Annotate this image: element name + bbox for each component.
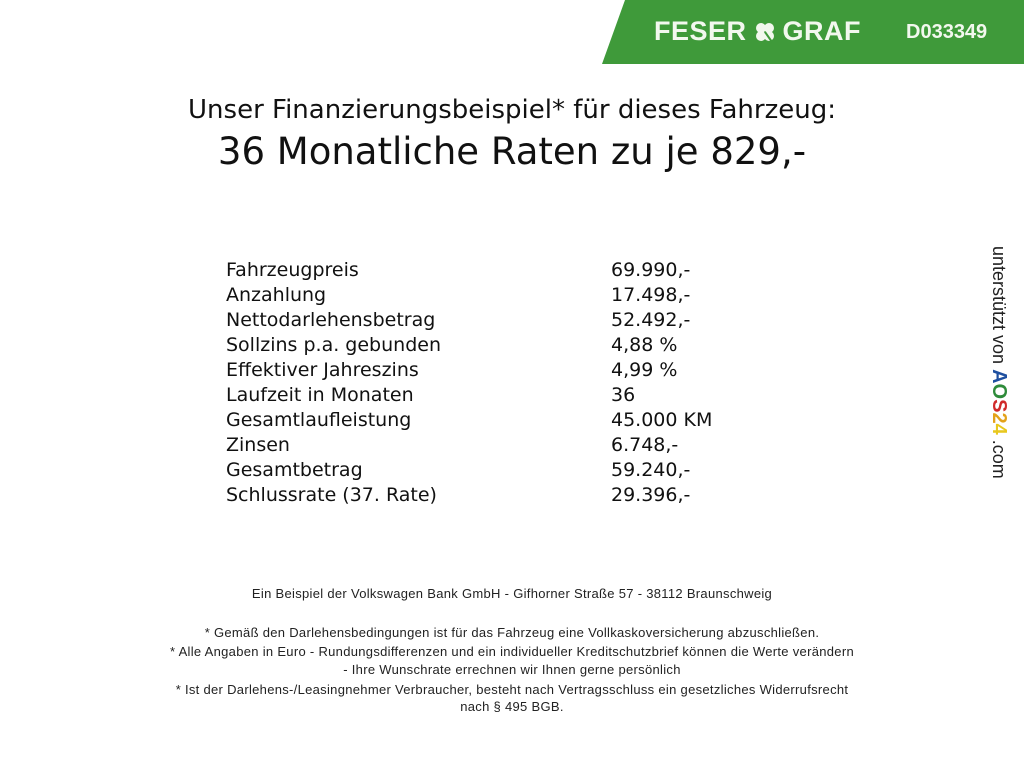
row-value: 45.000 KM	[611, 409, 713, 431]
table-row: Effektiver Jahreszins 4,99 %	[226, 358, 712, 383]
row-label: Zinsen	[226, 434, 290, 456]
row-value: 4,99 %	[611, 359, 678, 381]
table-row: Fahrzeugpreis 69.990,-	[226, 258, 712, 283]
table-row: Sollzins p.a. gebunden 4,88 %	[226, 333, 712, 358]
finance-table: Fahrzeugpreis 69.990,- Anzahlung 17.498,- …	[226, 258, 712, 508]
table-row: Schlussrate (37. Rate) 29.396,-	[226, 483, 712, 508]
logo-letter: S	[988, 399, 1010, 413]
row-label: Sollzins p.a. gebunden	[226, 334, 441, 356]
row-label: Schlussrate (37. Rate)	[226, 484, 437, 506]
row-label: Gesamtlaufleistung	[226, 409, 412, 431]
row-label: Gesamtbetrag	[226, 459, 363, 481]
banner-background	[602, 0, 1024, 64]
row-value: 36	[611, 384, 636, 406]
brand-banner	[600, 0, 1024, 64]
row-label: Anzahlung	[226, 284, 327, 306]
table-row: Anzahlung 17.498,-	[226, 283, 712, 308]
vehicle-code: D033349	[906, 21, 988, 43]
row-value: 59.240,-	[611, 459, 691, 481]
bank-note: Ein Beispiel der Volkswagen Bank GmbH - …	[251, 586, 773, 601]
footnote: * Gemäß den Darlehensbedingungen ist für…	[204, 625, 820, 640]
footnote: * Alle Angaben in Euro - Rundungsdiffere…	[170, 644, 854, 659]
title-line-2: 36 Monatliche Raten zu je 829,-	[217, 130, 807, 173]
clover-icon	[755, 22, 774, 43]
aos24-logo: AOS24	[988, 369, 1010, 435]
logo-letter: A	[988, 369, 1010, 384]
row-label: Fahrzeugpreis	[226, 259, 359, 281]
logo-letter: 2	[988, 412, 1010, 424]
row-label: Laufzeit in Monaten	[226, 384, 414, 406]
table-row: Gesamtlaufleistung 45.000 KM	[226, 408, 712, 433]
supported-by: unterstützt von AOS24 .com	[987, 246, 1010, 479]
row-value: 17.498,-	[611, 284, 691, 306]
brand-left: FESER	[654, 16, 747, 46]
row-value: 52.492,-	[611, 309, 691, 331]
footnote: - Ihre Wunschrate errechnen wir Ihnen ge…	[343, 662, 681, 677]
footnote: nach § 495 BGB.	[460, 699, 564, 714]
footnote: * Ist der Darlehens-/Leasingnehmer Verbr…	[175, 682, 849, 697]
logo-letter: 4	[988, 423, 1010, 435]
row-value: 69.990,-	[611, 259, 691, 281]
brand-right: GRAF	[782, 16, 862, 46]
brand-logo: FESER GRAF	[654, 16, 861, 47]
table-row: Nettodarlehensbetrag 52.492,-	[226, 308, 712, 333]
supported-by-suffix: .com	[989, 439, 1009, 479]
row-value: 6.748,-	[611, 434, 679, 456]
title-line-1: Unser Finanzierungsbeispiel* für dieses …	[188, 95, 836, 125]
row-value: 4,88 %	[611, 334, 678, 356]
table-row: Laufzeit in Monaten 36	[226, 383, 712, 408]
row-label: Effektiver Jahreszins	[226, 359, 419, 381]
row-value: 29.396,-	[611, 484, 691, 506]
table-row: Gesamtbetrag 59.240,-	[226, 458, 712, 483]
row-label: Nettodarlehensbetrag	[226, 309, 436, 331]
logo-letter: O	[988, 383, 1010, 400]
supported-by-text: unterstützt von	[989, 246, 1009, 365]
table-row: Zinsen 6.748,-	[226, 433, 712, 458]
